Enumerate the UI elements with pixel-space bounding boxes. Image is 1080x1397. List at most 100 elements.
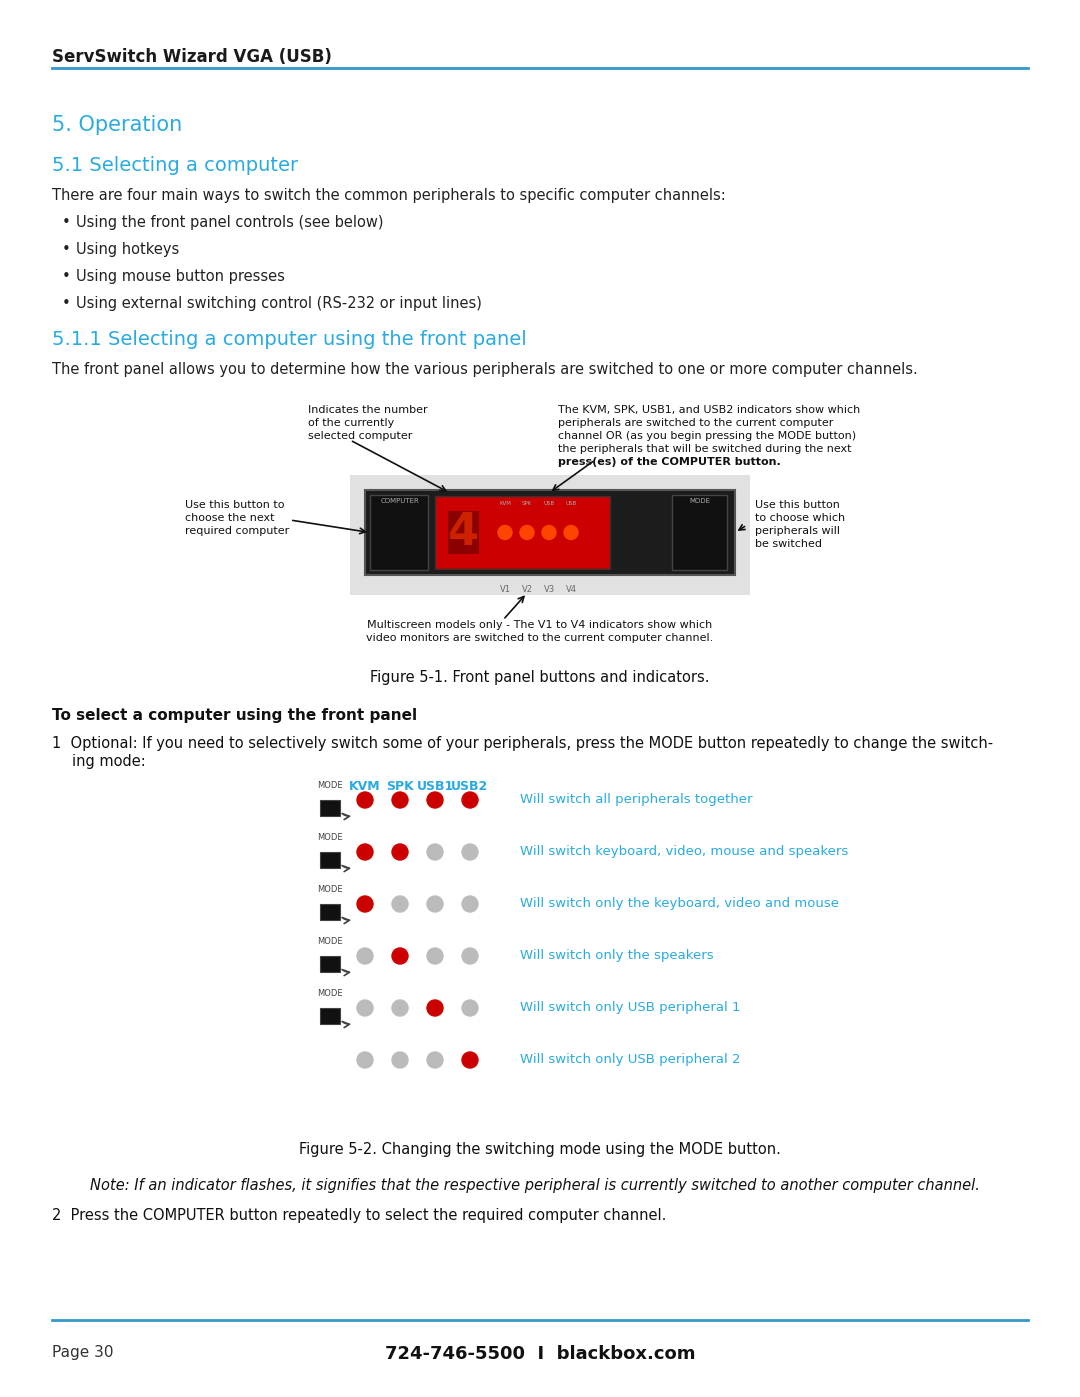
Bar: [320, 904, 340, 921]
Text: 4: 4: [447, 511, 478, 555]
Text: the peripherals that will be switched during the next: the peripherals that will be switched du…: [558, 444, 851, 454]
Circle shape: [542, 525, 556, 539]
Text: The KVM, SPK, USB1, and USB2 indicators show which: The KVM, SPK, USB1, and USB2 indicators …: [558, 405, 861, 415]
Text: be switched: be switched: [755, 539, 822, 549]
Text: Multiscreen models only - The V1 to V4 indicators show which: Multiscreen models only - The V1 to V4 i…: [367, 620, 713, 630]
Circle shape: [498, 525, 512, 539]
Bar: [320, 800, 340, 816]
Text: Figure 5-2. Changing the switching mode using the MODE button.: Figure 5-2. Changing the switching mode …: [299, 1141, 781, 1157]
Text: peripherals will: peripherals will: [755, 527, 840, 536]
Text: V2: V2: [522, 585, 532, 594]
Text: COMPUTER: COMPUTER: [380, 497, 419, 504]
Circle shape: [357, 895, 373, 912]
Text: USB: USB: [543, 502, 554, 506]
Text: ServSwitch Wizard VGA (USB): ServSwitch Wizard VGA (USB): [52, 47, 332, 66]
Text: channel OR (as you begin pressing the MODE button): channel OR (as you begin pressing the MO…: [558, 432, 856, 441]
Bar: [370, 495, 428, 570]
Text: video monitors are switched to the current computer channel.: video monitors are switched to the curre…: [366, 633, 714, 643]
Circle shape: [462, 949, 478, 964]
Circle shape: [519, 525, 534, 539]
Circle shape: [392, 949, 408, 964]
Text: Will switch only the speakers: Will switch only the speakers: [519, 950, 714, 963]
Text: •: •: [62, 270, 71, 284]
Text: Page 30: Page 30: [52, 1345, 113, 1361]
Text: Figure 5-1. Front panel buttons and indicators.: Figure 5-1. Front panel buttons and indi…: [370, 671, 710, 685]
Circle shape: [392, 895, 408, 912]
Text: 5. Operation: 5. Operation: [52, 115, 183, 136]
Text: V3: V3: [543, 585, 554, 594]
Text: 5.1.1 Selecting a computer using the front panel: 5.1.1 Selecting a computer using the fro…: [52, 330, 527, 349]
Text: Use this button: Use this button: [755, 500, 840, 510]
Text: •: •: [62, 242, 71, 257]
Text: selected computer: selected computer: [308, 432, 413, 441]
Text: choose the next: choose the next: [185, 513, 274, 522]
Text: V4: V4: [566, 585, 577, 594]
Text: peripherals are switched to the current computer: peripherals are switched to the current …: [558, 418, 834, 427]
Text: Will switch keyboard, video, mouse and speakers: Will switch keyboard, video, mouse and s…: [519, 845, 848, 859]
Text: required computer: required computer: [185, 527, 289, 536]
Text: KVM: KVM: [499, 502, 511, 506]
Circle shape: [564, 525, 578, 539]
Text: Will switch only USB peripheral 1: Will switch only USB peripheral 1: [519, 1002, 741, 1014]
Text: Note: If an indicator flashes, it signifies that the respective peripheral is cu: Note: If an indicator flashes, it signif…: [90, 1178, 980, 1193]
Circle shape: [357, 1000, 373, 1016]
Bar: [320, 852, 340, 868]
Text: V1: V1: [499, 585, 511, 594]
Circle shape: [462, 1052, 478, 1067]
Text: 5.1 Selecting a computer: 5.1 Selecting a computer: [52, 156, 298, 175]
Circle shape: [427, 949, 443, 964]
Text: Using hotkeys: Using hotkeys: [76, 242, 179, 257]
Text: MODE: MODE: [318, 833, 342, 842]
Bar: [320, 1009, 340, 1024]
Text: There are four main ways to switch the common peripherals to specific computer c: There are four main ways to switch the c…: [52, 189, 726, 203]
Circle shape: [392, 1052, 408, 1067]
Text: To select a computer using the front panel: To select a computer using the front pan…: [52, 708, 417, 724]
Text: Using external switching control (RS-232 or input lines): Using external switching control (RS-232…: [76, 296, 482, 312]
Bar: [365, 490, 735, 576]
Text: to choose which: to choose which: [755, 513, 846, 522]
Text: •: •: [62, 215, 71, 231]
Bar: [350, 475, 750, 595]
Text: Using mouse button presses: Using mouse button presses: [76, 270, 285, 284]
Text: 1  Optional: If you need to selectively switch some of your peripherals, press t: 1 Optional: If you need to selectively s…: [52, 736, 994, 752]
Bar: [435, 496, 610, 569]
Text: Will switch all peripherals together: Will switch all peripherals together: [519, 793, 753, 806]
Circle shape: [462, 895, 478, 912]
Circle shape: [427, 895, 443, 912]
Text: Will switch only the keyboard, video and mouse: Will switch only the keyboard, video and…: [519, 897, 839, 911]
Circle shape: [462, 844, 478, 861]
Text: USB1: USB1: [417, 780, 454, 793]
Text: MODE: MODE: [318, 989, 342, 997]
Circle shape: [427, 844, 443, 861]
Text: KVM: KVM: [349, 780, 381, 793]
Bar: [672, 495, 727, 570]
Text: The front panel allows you to determine how the various peripherals are switched: The front panel allows you to determine …: [52, 362, 918, 377]
Circle shape: [462, 792, 478, 807]
Circle shape: [462, 1000, 478, 1016]
Text: Using the front panel controls (see below): Using the front panel controls (see belo…: [76, 215, 383, 231]
Circle shape: [427, 1052, 443, 1067]
Text: USB2: USB2: [451, 780, 488, 793]
Text: Indicates the number: Indicates the number: [308, 405, 428, 415]
Circle shape: [357, 949, 373, 964]
Circle shape: [357, 844, 373, 861]
Text: MODE: MODE: [689, 497, 710, 504]
Text: MODE: MODE: [318, 781, 342, 789]
Circle shape: [427, 1000, 443, 1016]
Text: Use this button to: Use this button to: [185, 500, 284, 510]
Bar: [320, 956, 340, 972]
Text: 724-746-5500  I  blackbox.com: 724-746-5500 I blackbox.com: [384, 1345, 696, 1363]
Text: USB: USB: [566, 502, 577, 506]
Circle shape: [357, 1052, 373, 1067]
Text: ing mode:: ing mode:: [72, 754, 146, 768]
Text: of the currently: of the currently: [308, 418, 394, 427]
Circle shape: [357, 792, 373, 807]
Text: SPK: SPK: [522, 502, 532, 506]
Text: SPK: SPK: [387, 780, 414, 793]
Text: MODE: MODE: [318, 937, 342, 946]
Circle shape: [427, 792, 443, 807]
Text: •: •: [62, 296, 71, 312]
Circle shape: [392, 844, 408, 861]
Text: press(es) of the COMPUTER button.: press(es) of the COMPUTER button.: [558, 457, 781, 467]
Text: MODE: MODE: [318, 886, 342, 894]
